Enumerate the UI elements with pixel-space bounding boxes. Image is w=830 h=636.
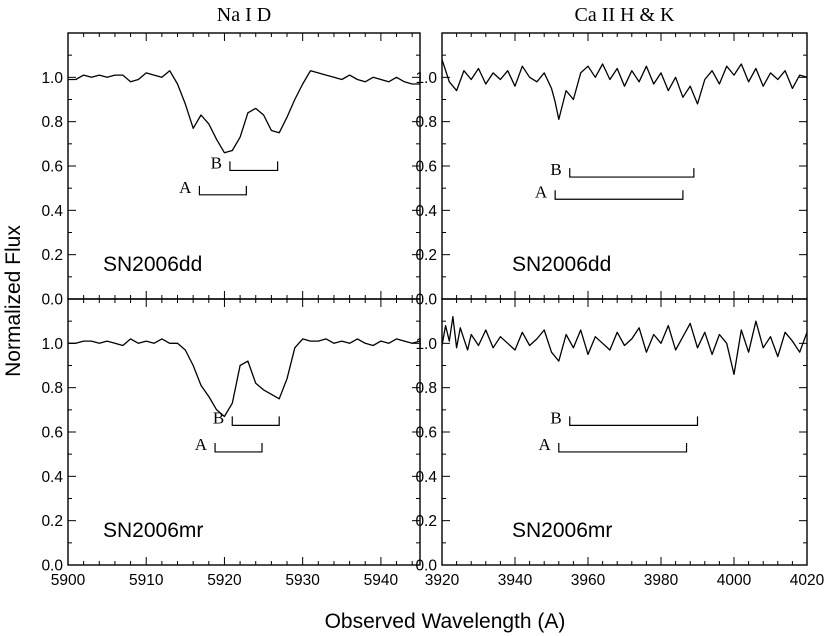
y-tick-label: 1.0 — [415, 70, 437, 87]
component-label-b: B — [213, 408, 224, 427]
y-tick-label: 0.8 — [41, 380, 63, 397]
supernova-name: SN2006dd — [512, 253, 611, 276]
y-tick-label: 0.6 — [415, 159, 437, 176]
y-tick-label: 0.0 — [415, 292, 437, 309]
y-tick-label: 0.6 — [415, 425, 437, 442]
component-marker-a — [558, 442, 688, 453]
spectrum-line — [68, 338, 421, 418]
y-tick-label: 0.2 — [41, 247, 63, 264]
component-marker-b — [231, 416, 280, 426]
component-label-b: B — [550, 408, 561, 427]
y-tick-label: 0.2 — [415, 247, 437, 264]
y-tick-label: 0.4 — [41, 469, 63, 486]
y-tick-label: 0.2 — [415, 513, 437, 530]
component-marker-a — [554, 190, 684, 200]
x-tick-label: 5910 — [129, 572, 164, 589]
y-tick-label: 1.0 — [415, 336, 437, 353]
y-tick-label: 0.4 — [415, 203, 437, 220]
supernova-name: SN2006mr — [512, 519, 612, 542]
y-tick-label: 0.0 — [41, 292, 63, 309]
x-tick-label: 3920 — [425, 572, 460, 589]
y-tick-label: 0.8 — [41, 114, 63, 131]
y-tick-label: 1.0 — [41, 70, 63, 87]
x-tick-label: 3940 — [498, 572, 533, 589]
y-tick-label: 0.0 — [41, 558, 63, 575]
component-marker-b — [569, 168, 695, 178]
x-tick-label: 4020 — [790, 572, 825, 589]
column-title: Ca II H & K — [575, 4, 676, 26]
x-tick-label: 3980 — [644, 572, 679, 589]
panel-2: Ca II H & K 0.0 0.2 0.4 0.6 0.8 1.0 BA SN2006dd — [415, 4, 808, 309]
component-label-a: A — [179, 178, 192, 197]
x-axis-label: Observed Wavelength (A) — [325, 610, 566, 633]
component-marker-b — [569, 416, 699, 426]
supernova-name: SN2006mr — [103, 519, 203, 542]
x-tick-label: 3960 — [571, 572, 606, 589]
y-tick-label: 0.6 — [41, 425, 63, 442]
component-label-b: B — [550, 160, 561, 179]
x-tick-label: 4000 — [717, 572, 752, 589]
panel-4: 0.0 0.2 0.4 0.6 0.8 1.0 3920 3940 3960 3980 4000 40… — [415, 298, 825, 589]
spectrum-line — [441, 59, 808, 121]
panel-1: Na I D 0.0 0.2 0.4 0.6 0.8 1.0 BA SN2006dd — [41, 4, 421, 309]
y-tick-label: 0.4 — [415, 469, 437, 486]
y-axis-label: Normalized Flux — [2, 225, 25, 377]
supernova-name: SN2006dd — [103, 253, 202, 276]
panel-3: 0.0 0.2 0.4 0.6 0.8 1.0 5900 5910 5920 5930 5940 BA… — [41, 298, 421, 589]
component-label-a: A — [535, 182, 548, 201]
spectrum-line — [441, 316, 808, 376]
y-tick-label: 0.4 — [41, 203, 63, 220]
spectrum-line — [68, 70, 420, 154]
component-marker-b — [229, 161, 279, 172]
column-title: Na I D — [217, 4, 271, 26]
component-marker-a — [198, 185, 247, 196]
plot-frame — [441, 32, 808, 300]
y-tick-label: 0.2 — [41, 513, 63, 530]
x-tick-label: 5940 — [364, 572, 399, 589]
y-tick-label: 0.8 — [415, 380, 437, 397]
x-tick-label: 5920 — [207, 572, 242, 589]
component-label-b: B — [211, 153, 222, 172]
x-tick-label: 5930 — [285, 572, 320, 589]
y-tick-label: 0.6 — [41, 159, 63, 176]
component-label-a: A — [195, 435, 208, 454]
x-tick-label: 5900 — [51, 572, 86, 589]
component-label-a: A — [539, 435, 552, 454]
y-tick-label: 0.8 — [415, 114, 437, 131]
y-tick-label: 1.0 — [41, 336, 63, 353]
y-tick-label: 0.0 — [415, 558, 437, 575]
component-marker-a — [214, 442, 263, 453]
